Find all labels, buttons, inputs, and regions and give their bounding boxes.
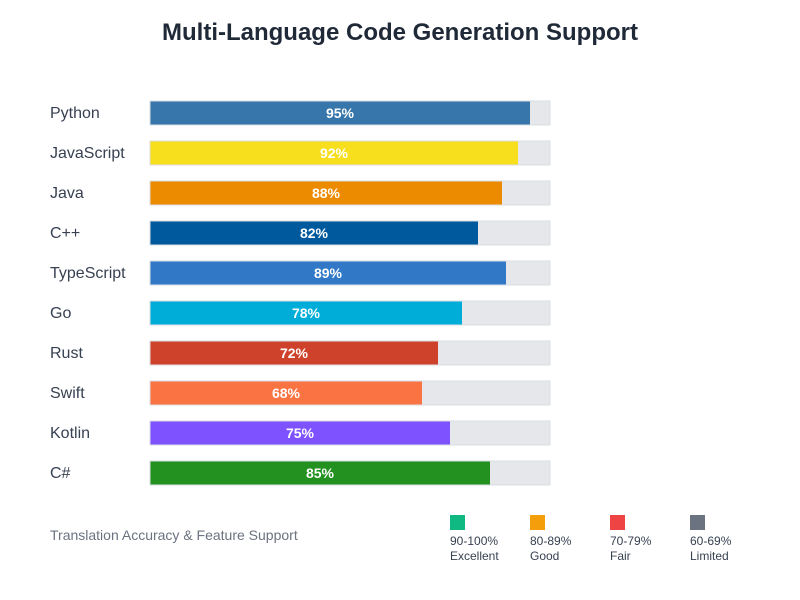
chart-title: Multi-Language Code Generation Support [162, 19, 638, 46]
bar-row: C# 85% [50, 460, 551, 486]
bar [150, 341, 438, 365]
category-label: Java [50, 185, 84, 202]
value-label: 72% [280, 345, 309, 361]
bar [150, 181, 502, 205]
legend-range: 60-69% [690, 534, 732, 548]
legend-label: Good [530, 549, 559, 563]
category-label: C++ [50, 225, 80, 242]
legend-label: Fair [610, 549, 631, 563]
bar [150, 221, 478, 245]
category-label: Go [50, 305, 71, 322]
value-label: 88% [312, 185, 341, 201]
bar [150, 461, 490, 485]
category-label: Rust [50, 345, 83, 362]
value-label: 78% [292, 305, 321, 321]
bar-row: Python 95% [50, 100, 551, 126]
bar-row: Swift 68% [50, 380, 551, 406]
bar [150, 101, 530, 125]
category-label: Swift [50, 385, 85, 402]
bar [150, 421, 450, 445]
value-label: 95% [326, 105, 355, 121]
bar-row: JavaScript 92% [50, 140, 551, 166]
chart-subtitle: Translation Accuracy & Feature Support [50, 527, 298, 543]
legend-range: 80-89% [530, 534, 572, 548]
bar-row: Kotlin 75% [50, 420, 551, 446]
legend-label: Limited [690, 549, 729, 563]
legend-item: 90-100%Excellent [450, 515, 499, 563]
category-label: C# [50, 465, 71, 482]
category-label: Python [50, 105, 100, 122]
bar-row: Java 88% [50, 180, 551, 206]
value-label: 68% [272, 385, 301, 401]
bar [150, 381, 422, 405]
legend-item: 70-79%Fair [610, 515, 652, 563]
legend-range: 70-79% [610, 534, 652, 548]
value-label: 85% [306, 465, 335, 481]
legend-label: Excellent [450, 549, 499, 563]
legend: 90-100%Excellent 80-89%Good 70-79%Fair 60-6… [450, 515, 732, 563]
value-label: 82% [300, 225, 329, 241]
value-label: 75% [286, 425, 315, 441]
value-label: 92% [320, 145, 349, 161]
bars-group: Python 95% JavaScript 92% Java 88% C++ 82% TypeS… [50, 100, 551, 486]
bar [150, 261, 506, 285]
category-label: Kotlin [50, 425, 90, 442]
legend-swatch [690, 515, 705, 530]
category-label: TypeScript [50, 265, 126, 282]
category-label: JavaScript [50, 145, 125, 162]
bar [150, 301, 462, 325]
value-label: 89% [314, 265, 343, 281]
bar-row: Go 78% [50, 300, 551, 326]
legend-swatch [450, 515, 465, 530]
legend-item: 60-69%Limited [690, 515, 732, 563]
legend-swatch [610, 515, 625, 530]
legend-range: 90-100% [450, 534, 498, 548]
legend-swatch [530, 515, 545, 530]
bar [150, 141, 518, 165]
bar-row: C++ 82% [50, 220, 551, 246]
bar-row: TypeScript 89% [50, 260, 551, 286]
legend-item: 80-89%Good [530, 515, 572, 563]
bar-row: Rust 72% [50, 340, 551, 366]
